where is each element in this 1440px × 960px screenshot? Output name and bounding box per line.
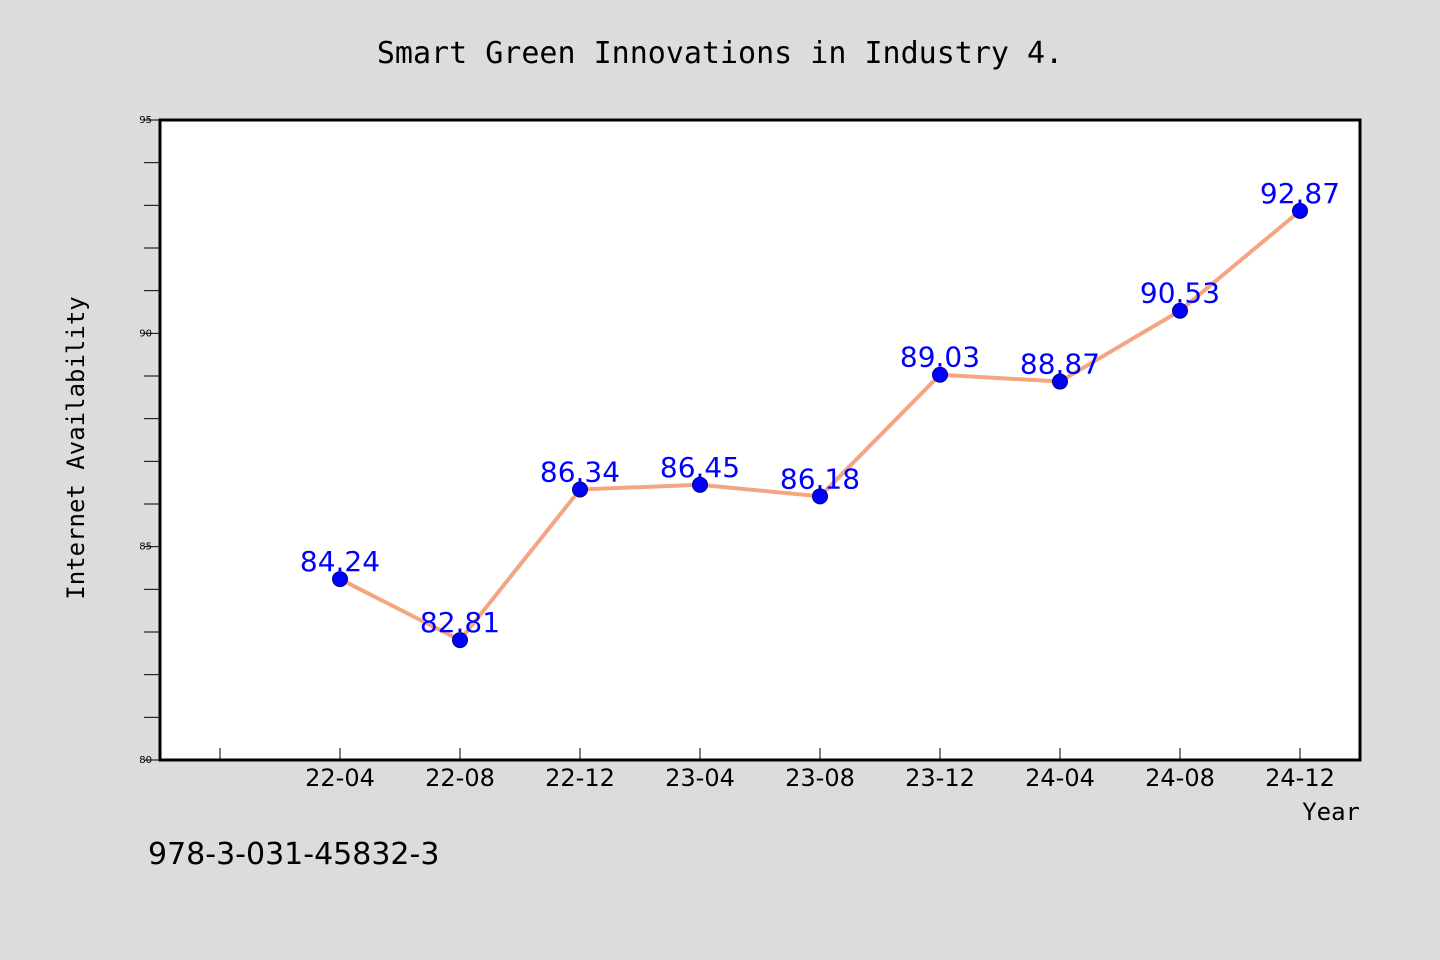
- data-label: 92.87: [1260, 177, 1340, 210]
- x-axis-label: Year: [1302, 798, 1360, 826]
- data-label: 89.03: [900, 341, 980, 374]
- y-tick-label: 80: [139, 755, 152, 766]
- y-axis: 80 85 90 95: [139, 115, 160, 766]
- chart-title: Smart Green Innovations in Industry 4.: [377, 36, 1063, 71]
- x-tick-label: 22-12: [545, 764, 615, 792]
- y-tick-label: 85: [139, 542, 152, 553]
- y-tick-label: 95: [139, 115, 152, 126]
- data-point: [572, 481, 588, 498]
- x-tick-label: 24-04: [1025, 764, 1095, 792]
- data-point: [812, 488, 828, 505]
- y-axis-label: Internet Availability: [62, 296, 90, 599]
- data-point: [452, 632, 468, 649]
- data-point: [932, 366, 948, 383]
- data-label: 84.24: [300, 545, 380, 578]
- x-tick-label: 23-08: [785, 764, 855, 792]
- x-tick-label: 22-08: [425, 764, 495, 792]
- x-tick-label: 23-12: [905, 764, 975, 792]
- data-label: 86.45: [660, 451, 740, 484]
- data-label: 90.53: [1140, 277, 1220, 310]
- y-tick-label: 90: [139, 328, 152, 339]
- x-axis: 22-04 22-08 22-12 23-04 23-08 23-12 24-04 24-08…: [219, 748, 1335, 792]
- x-tick-label: 22-04: [305, 764, 375, 792]
- x-tick-label: 24-08: [1145, 764, 1215, 792]
- data-label: 82.81: [420, 606, 500, 639]
- data-point: [1292, 202, 1308, 219]
- x-tick-label: 24-12: [1265, 764, 1335, 792]
- data-label: 86.34: [540, 455, 620, 488]
- data-point: [1052, 373, 1068, 390]
- footer-isbn: 978-3-031-45832-3: [148, 837, 439, 872]
- data-label: 86.18: [780, 462, 860, 495]
- data-point: [692, 476, 708, 493]
- series-layer: 84.24 82.81 86.34 86.45 86.18 89.03 88.87 90.53…: [300, 177, 1340, 649]
- data-point: [1172, 302, 1188, 319]
- data-point: [332, 571, 348, 588]
- data-label: 88.87: [1020, 348, 1100, 381]
- x-tick-label: 23-04: [665, 764, 735, 792]
- plot-area: [158, 118, 1362, 762]
